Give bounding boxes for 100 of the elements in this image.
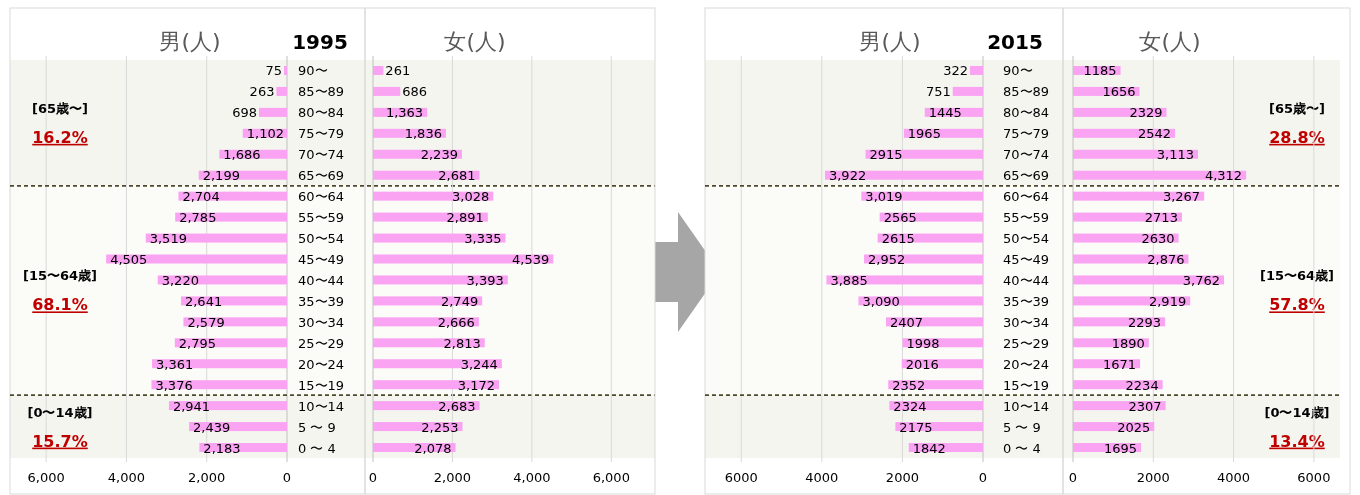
data-label: 1890 <box>1111 335 1145 351</box>
y-tick-label: 50〜54 <box>298 231 345 247</box>
y-tick-label: 0 〜 4 <box>1003 440 1041 456</box>
y-tick-label: 55〜59 <box>298 210 345 226</box>
y-tick-label: 65〜69 <box>298 168 345 184</box>
data-label: 2307 <box>1128 398 1162 414</box>
data-label: 2,952 <box>868 252 906 267</box>
y-tick-label: 65〜69 <box>1003 168 1050 184</box>
y-tick-label: 45〜49 <box>298 252 345 267</box>
data-label: 2352 <box>892 377 926 393</box>
y-tick-label: 90〜 <box>1003 63 1033 79</box>
bar <box>970 65 983 75</box>
data-label: 3,113 <box>1156 147 1194 163</box>
y-tick-label: 75〜79 <box>298 126 345 142</box>
data-label: 2016 <box>905 356 939 372</box>
data-label: 2175 <box>899 419 933 435</box>
bar <box>1073 275 1225 285</box>
data-label: 261 <box>385 63 411 79</box>
x-tick-label: 6000 <box>724 470 758 485</box>
data-label: 3,393 <box>466 272 504 288</box>
y-tick-label: 5 〜 9 <box>1003 419 1041 435</box>
data-label: 3,220 <box>161 272 199 288</box>
data-label: 1,102 <box>246 126 284 142</box>
data-label: 2,795 <box>178 335 217 351</box>
y-tick-label: 25〜29 <box>298 335 345 351</box>
chart-title: 男(人) <box>159 29 221 54</box>
data-label: 2293 <box>1127 314 1162 330</box>
data-label: 1695 <box>1103 440 1138 456</box>
data-label: 2,439 <box>193 419 231 435</box>
data-label: 4,539 <box>512 252 550 267</box>
data-label: 1998 <box>906 335 940 351</box>
data-label: 2329 <box>1129 105 1163 121</box>
data-label: 2025 <box>1117 419 1151 435</box>
x-tick-label: 2000 <box>885 470 919 485</box>
data-label: 751 <box>925 84 951 100</box>
data-label: 2,253 <box>421 419 459 435</box>
data-label: 2,813 <box>443 335 481 351</box>
data-label: 3,244 <box>460 356 498 372</box>
band-label: [15〜64歳] <box>1259 268 1335 284</box>
y-tick-label: 40〜44 <box>1003 272 1050 288</box>
y-tick-label: 0 〜 4 <box>298 440 336 456</box>
y-tick-label: 85〜89 <box>298 84 345 100</box>
data-label: 1671 <box>1102 356 1137 372</box>
data-label: 322 <box>943 63 969 79</box>
data-label: 3,885 <box>830 272 868 288</box>
annotation: 13.4% <box>1269 431 1325 451</box>
bar <box>952 86 983 96</box>
bar <box>1073 170 1247 180</box>
data-label: 2,876 <box>1147 252 1185 267</box>
data-label: 2915 <box>869 147 903 163</box>
data-label: 686 <box>402 84 428 100</box>
y-tick-label: 55〜59 <box>1003 210 1050 226</box>
data-label: 2,666 <box>437 314 475 330</box>
data-label: 1,686 <box>223 147 261 163</box>
band-label: [15〜64歳] <box>22 268 98 284</box>
y-tick-label: 10〜14 <box>298 398 345 414</box>
data-label: 2324 <box>893 398 927 414</box>
data-label: 2,681 <box>438 168 476 184</box>
data-label: 3,335 <box>464 231 502 247</box>
data-label: 698 <box>232 105 257 121</box>
data-label: 2407 <box>890 314 924 330</box>
y-tick-label: 40〜44 <box>298 272 345 288</box>
data-label: 2,579 <box>187 314 225 330</box>
y-tick-label: 60〜64 <box>298 189 345 205</box>
x-tick-label: 2,000 <box>433 470 472 485</box>
y-tick-label: 35〜39 <box>298 293 345 309</box>
y-tick-label: 60〜64 <box>1003 189 1050 205</box>
y-tick-label: 5 〜 9 <box>298 419 336 435</box>
data-label: 3,361 <box>156 356 194 372</box>
data-label: 1,836 <box>404 126 442 142</box>
y-tick-label: 70〜74 <box>298 147 345 163</box>
data-label: 2,941 <box>172 398 211 414</box>
annotation: 28.8% <box>1269 127 1325 147</box>
x-tick-label: 6,000 <box>27 470 65 485</box>
data-label: 75 <box>265 63 282 79</box>
data-label: 2,183 <box>203 440 241 456</box>
data-label: 3,019 <box>865 189 903 205</box>
annotation: 16.2% <box>32 127 88 147</box>
x-tick-label: 6,000 <box>592 470 630 485</box>
data-label: 2,785 <box>179 210 217 226</box>
data-label: 2,749 <box>440 293 479 309</box>
x-tick-label: 0 <box>282 470 292 485</box>
data-label: 3,090 <box>862 293 900 309</box>
bar <box>258 107 287 117</box>
band-label: [65歳〜] <box>32 100 88 116</box>
data-label: 1,363 <box>385 105 424 121</box>
data-label: 1185 <box>1083 63 1117 79</box>
annotation: 68.1% <box>32 295 88 315</box>
y-tick-label: 80〜84 <box>1003 105 1050 121</box>
data-label: 4,505 <box>110 252 148 267</box>
x-tick-label: 0 <box>368 470 378 485</box>
y-tick-label: 45〜49 <box>1003 252 1050 267</box>
y-tick-label: 15〜19 <box>1003 377 1050 393</box>
data-label: 2,239 <box>420 147 458 163</box>
chart-title: 女(人) <box>1139 29 1201 54</box>
chart-subtitle: 1995 <box>292 30 348 54</box>
data-label: 3,172 <box>457 377 495 393</box>
bar <box>373 86 401 96</box>
y-tick-label: 20〜24 <box>1003 356 1050 372</box>
data-label: 2234 <box>1125 377 1159 393</box>
